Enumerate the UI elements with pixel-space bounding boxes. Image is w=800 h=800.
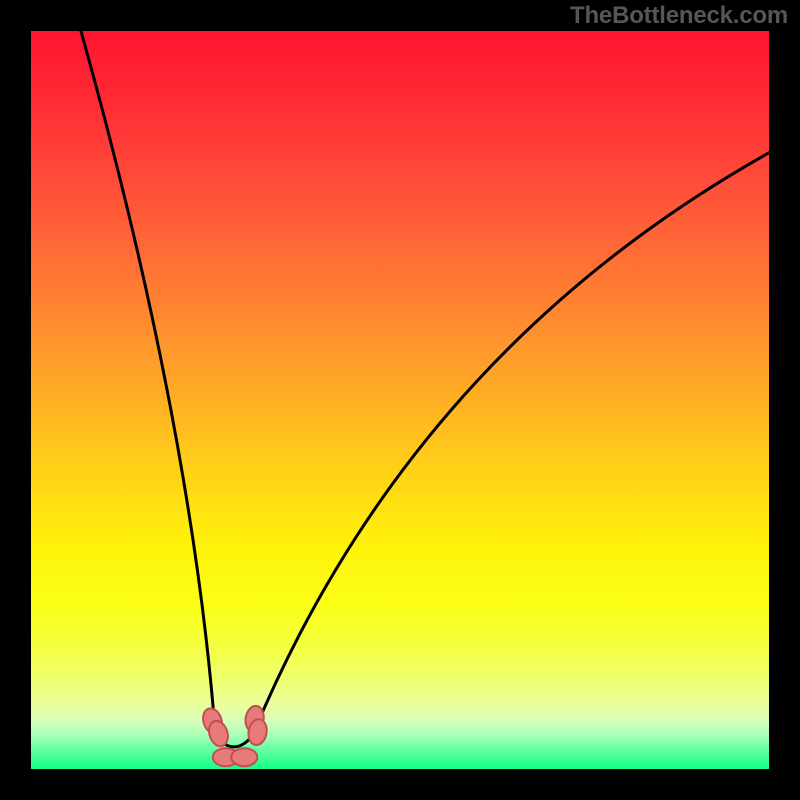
curve-layer <box>31 31 769 769</box>
watermark-text: TheBottleneck.com <box>570 2 788 30</box>
chart-container: TheBottleneck.com <box>0 0 800 800</box>
marker-blob <box>231 748 257 766</box>
bottleneck-curve <box>75 31 769 747</box>
plot-area <box>31 31 769 769</box>
